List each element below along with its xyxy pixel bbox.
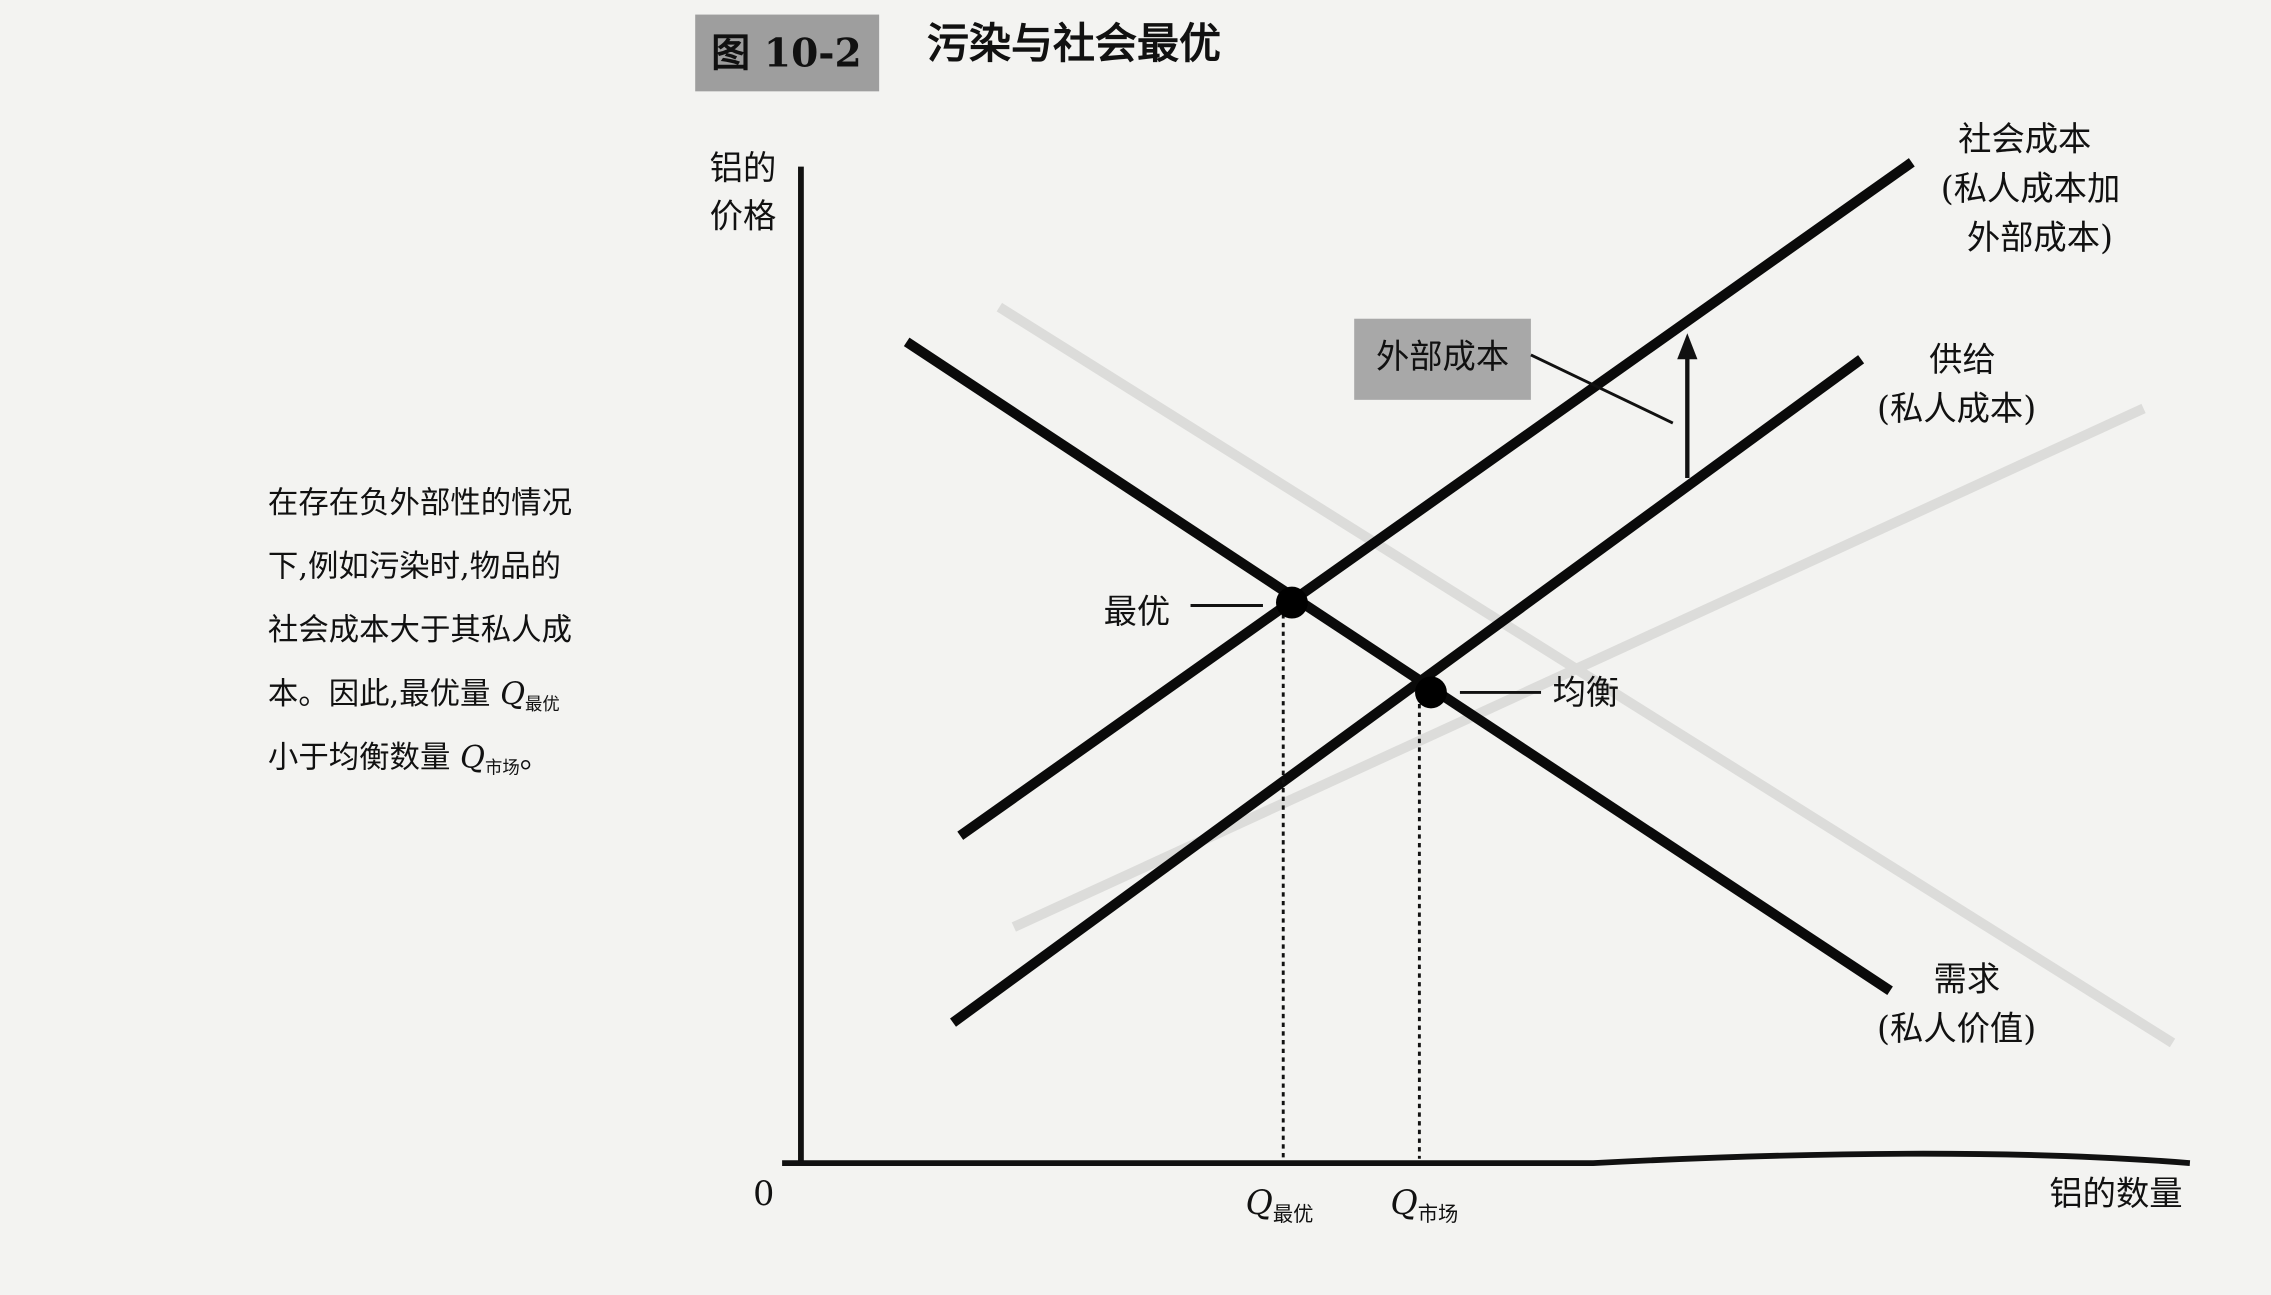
caption-line: 在存在负外部性的情况 [268, 486, 572, 521]
caption-text: 本。因此,最优量 [268, 677, 500, 712]
x-axis-label: 铝的数量 [2049, 1174, 2182, 1213]
curves [903, 158, 1915, 1027]
caption-text: 小于均衡数量 [268, 741, 460, 776]
demand-label: (私人价值) [1877, 1009, 2036, 1048]
y-axis-label: 价格 [710, 196, 777, 235]
social-cost-label: 外部成本) [1967, 218, 2113, 257]
q-symbol: Q [1390, 1183, 1417, 1222]
caption-text: 。 [520, 741, 550, 776]
q-market-label: Q市场 [1390, 1183, 1458, 1226]
figure-label: 图 10-2 [711, 31, 862, 77]
caption-line: 小于均衡数量 Q市场。 [268, 741, 550, 779]
external-cost-label: 外部成本 [1376, 337, 1509, 376]
caption-line: 社会成本大于其私人成 [268, 613, 572, 648]
external-cost-box [1354, 318, 1531, 400]
q-symbol: Q [1246, 1183, 1273, 1222]
caption-q: Q [500, 677, 525, 712]
y-axis-label: 铝的 [710, 149, 777, 188]
q-optimum-label: Q最优 [1246, 1183, 1314, 1226]
equilibrium-label: 均衡 [1553, 673, 1620, 712]
social-cost-label: 社会成本 [1958, 120, 2091, 159]
x-axis [782, 1150, 2191, 1167]
figure-title: 污染与社会最优 [927, 19, 1221, 68]
demand-label: 需求 [1934, 960, 2001, 999]
optimum-point [1275, 586, 1308, 619]
leader-line [1530, 353, 1674, 425]
figure-label-box [695, 14, 880, 92]
q-subscript: 最优 [1273, 1202, 1314, 1226]
q-subscript: 市场 [1418, 1202, 1459, 1226]
equilibrium-point [1415, 676, 1447, 709]
demand-curve [903, 337, 1893, 995]
optimum-label: 最优 [1104, 592, 1171, 631]
caption-q: Q [460, 741, 485, 776]
caption-line: 本。因此,最优量 Q最优 [268, 677, 560, 715]
supply-label: (私人成本) [1877, 389, 2036, 428]
supply-curve [950, 355, 1865, 1027]
caption-sub: 最优 [525, 695, 560, 715]
supply-label: 供给 [1929, 340, 1996, 379]
caption-sub: 市场 [485, 759, 520, 779]
dotted-guides [1281, 605, 1421, 1159]
caption-line: 下,例如污染时,物品的 [268, 550, 561, 585]
social-cost-label: (私人成本加 [1941, 169, 2120, 208]
arrow-head [1677, 333, 1698, 360]
origin-label: 0 [753, 1174, 774, 1213]
social-cost-curve [957, 158, 1915, 840]
